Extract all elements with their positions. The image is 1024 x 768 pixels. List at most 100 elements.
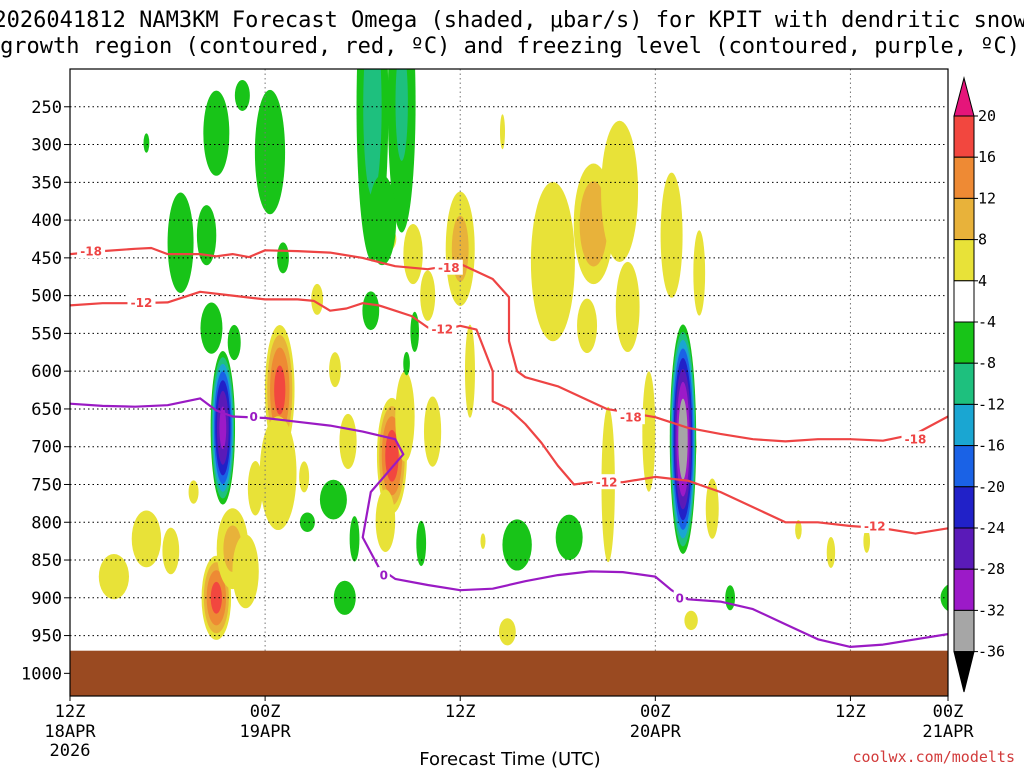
omega-shade-37-4 <box>684 610 698 631</box>
omega-shade-40-4 <box>863 529 871 553</box>
y-tick-label-950: 950 <box>31 627 62 647</box>
omega-shade-59--8 <box>363 69 382 197</box>
omega-shade-65--4 <box>502 519 532 571</box>
omega-shade-4-16 <box>210 581 222 614</box>
y-tick-label-500: 500 <box>31 287 62 307</box>
colorbar-swatch-4 <box>953 239 975 282</box>
chart-title-line2: growth region (contoured, red, ºC) and f… <box>0 34 1020 59</box>
omega-shade-57--4 <box>349 516 360 562</box>
colorbar-label-7: -12 <box>978 395 1005 413</box>
omega-shade-39-4 <box>826 536 836 568</box>
y-tick-label-650: 650 <box>31 400 62 420</box>
omega-shade-22-4 <box>464 324 475 418</box>
omega-shade-11-4 <box>311 283 324 315</box>
omega-shade-45--4 <box>203 90 230 176</box>
contour-label-1-3: -12 <box>864 520 886 534</box>
x-tick-label-24-0: 12Z <box>445 702 476 722</box>
omega-shade-52--4 <box>227 324 241 361</box>
omega-shade-47--4 <box>167 192 194 293</box>
omega-shade-3-4 <box>188 480 199 504</box>
contour-label-bg-2-0 <box>247 408 260 424</box>
omega-shade-61--4 <box>368 174 397 266</box>
y-tick-label-1000: 1000 <box>21 664 62 684</box>
colorbar-swatch-9 <box>953 445 975 488</box>
omega-shade-2-4 <box>162 527 180 575</box>
omega-shade-15-4 <box>375 489 396 553</box>
omega-shade-44--4 <box>143 133 150 153</box>
omega-shade-16-4 <box>395 371 415 462</box>
y-tick-label-300: 300 <box>31 136 62 156</box>
y-tick-label-250: 250 <box>31 98 62 118</box>
omega-shade-66--4 <box>555 514 583 561</box>
omega-shade-64--4 <box>403 351 410 376</box>
contour-label-bg-0-3 <box>901 431 930 447</box>
colorbar: 20 16 12 8 4 -4 -8 -12 -16 -20 -24 -28 -32 -36 <box>953 76 1005 693</box>
y-tick-label-350: 350 <box>31 173 62 193</box>
omega-shade-23-4 <box>498 618 516 646</box>
y-tick-label-900: 900 <box>31 589 62 609</box>
omega-shade-7-16 <box>274 365 286 415</box>
contour-label-0-0: -18 <box>80 245 102 259</box>
temperature-contours: -18 -18 -18 -18 -12 -12 -12 -12 0 0 0 <box>70 243 948 649</box>
omega-shade-10-4 <box>299 461 310 493</box>
colorbar-label-4: 4 <box>978 272 987 290</box>
x-tick-label-0-2: 2026 <box>50 741 91 761</box>
omega-shade-1-4 <box>131 510 162 568</box>
omega-shade-18-4 <box>403 223 423 285</box>
omega-shade-0-4 <box>98 554 129 600</box>
contour-label-0-2: -18 <box>620 411 642 425</box>
contour-label-bg-0-1 <box>434 259 463 275</box>
omega-shade-58--4 <box>416 520 427 567</box>
contour-label-bg-1-0 <box>127 294 156 310</box>
contour-label-2-2: 0 <box>676 591 684 605</box>
omega-shade-67--32 <box>678 398 688 480</box>
x-tick-label-36-0: 00Z <box>640 702 671 722</box>
omega-shade-36-4 <box>705 478 719 539</box>
omega-shade-27-8 <box>579 181 608 267</box>
colorbar-label-2: 12 <box>978 189 996 207</box>
omega-shade-68--4 <box>725 585 736 611</box>
omega-shade-8-4 <box>259 416 297 531</box>
colorbar-swatch-11 <box>953 527 975 570</box>
omega-shade-51--4 <box>200 302 223 354</box>
contour-label-bg-1-1 <box>428 320 457 336</box>
colorbar-top-arrow <box>953 76 975 117</box>
omega-shade-33-4 <box>693 230 706 316</box>
colorbar-swatch-5 <box>953 280 975 323</box>
y-tick-label-700: 700 <box>31 438 62 458</box>
contour-label-bg-2-1 <box>377 567 390 583</box>
omega-shade-12-4 <box>329 352 341 388</box>
y-axis: 250 300 350 400 450 500 550 600 650 700 750 800 850 9… <box>21 98 70 684</box>
omega-shade-24-4 <box>480 533 486 549</box>
omega-shade-26-4 <box>530 182 575 342</box>
colorbar-swatch-3 <box>953 197 975 241</box>
x-tick-label-36-1: 20APR <box>630 722 682 742</box>
y-tick-label-400: 400 <box>31 211 62 231</box>
y-tick-label-450: 450 <box>31 249 62 269</box>
chart-title-line1: 2026041812 NAM3KM Forecast Omega (shaded… <box>0 8 1024 33</box>
colorbar-label-5: -4 <box>978 313 996 331</box>
contour-label-bg-1-3 <box>860 518 889 533</box>
x-tick-label-0-0: 12Z <box>55 702 86 722</box>
colorbar-label-12: -32 <box>978 601 1005 619</box>
colorbar-label-13: -36 <box>978 643 1005 661</box>
colorbar-swatch-13 <box>953 609 975 653</box>
colorbar-swatch-2 <box>953 156 975 199</box>
x-tick-label-12-0: 00Z <box>250 702 281 722</box>
contour-line--18 <box>70 246 948 443</box>
omega-shade-6-4 <box>232 534 259 609</box>
colorbar-swatch-6 <box>953 321 975 364</box>
omega-shade-38-4 <box>795 520 802 540</box>
omega-shade-63--4 <box>410 311 419 352</box>
contour-label-1-2: -12 <box>596 476 618 490</box>
colorbar-swatch-12 <box>953 568 975 611</box>
x-tick-label-0-1: 18APR <box>44 722 96 742</box>
omega-shade-49--4 <box>234 79 250 111</box>
omega-shade-13-4 <box>339 413 357 470</box>
colorbar-label-1: 16 <box>978 148 996 166</box>
omega-shade-29-4 <box>601 120 639 262</box>
colorbar-swatch-10 <box>953 486 975 529</box>
omega-shade-20-4 <box>423 396 442 467</box>
colorbar-label-6: -8 <box>978 354 996 372</box>
